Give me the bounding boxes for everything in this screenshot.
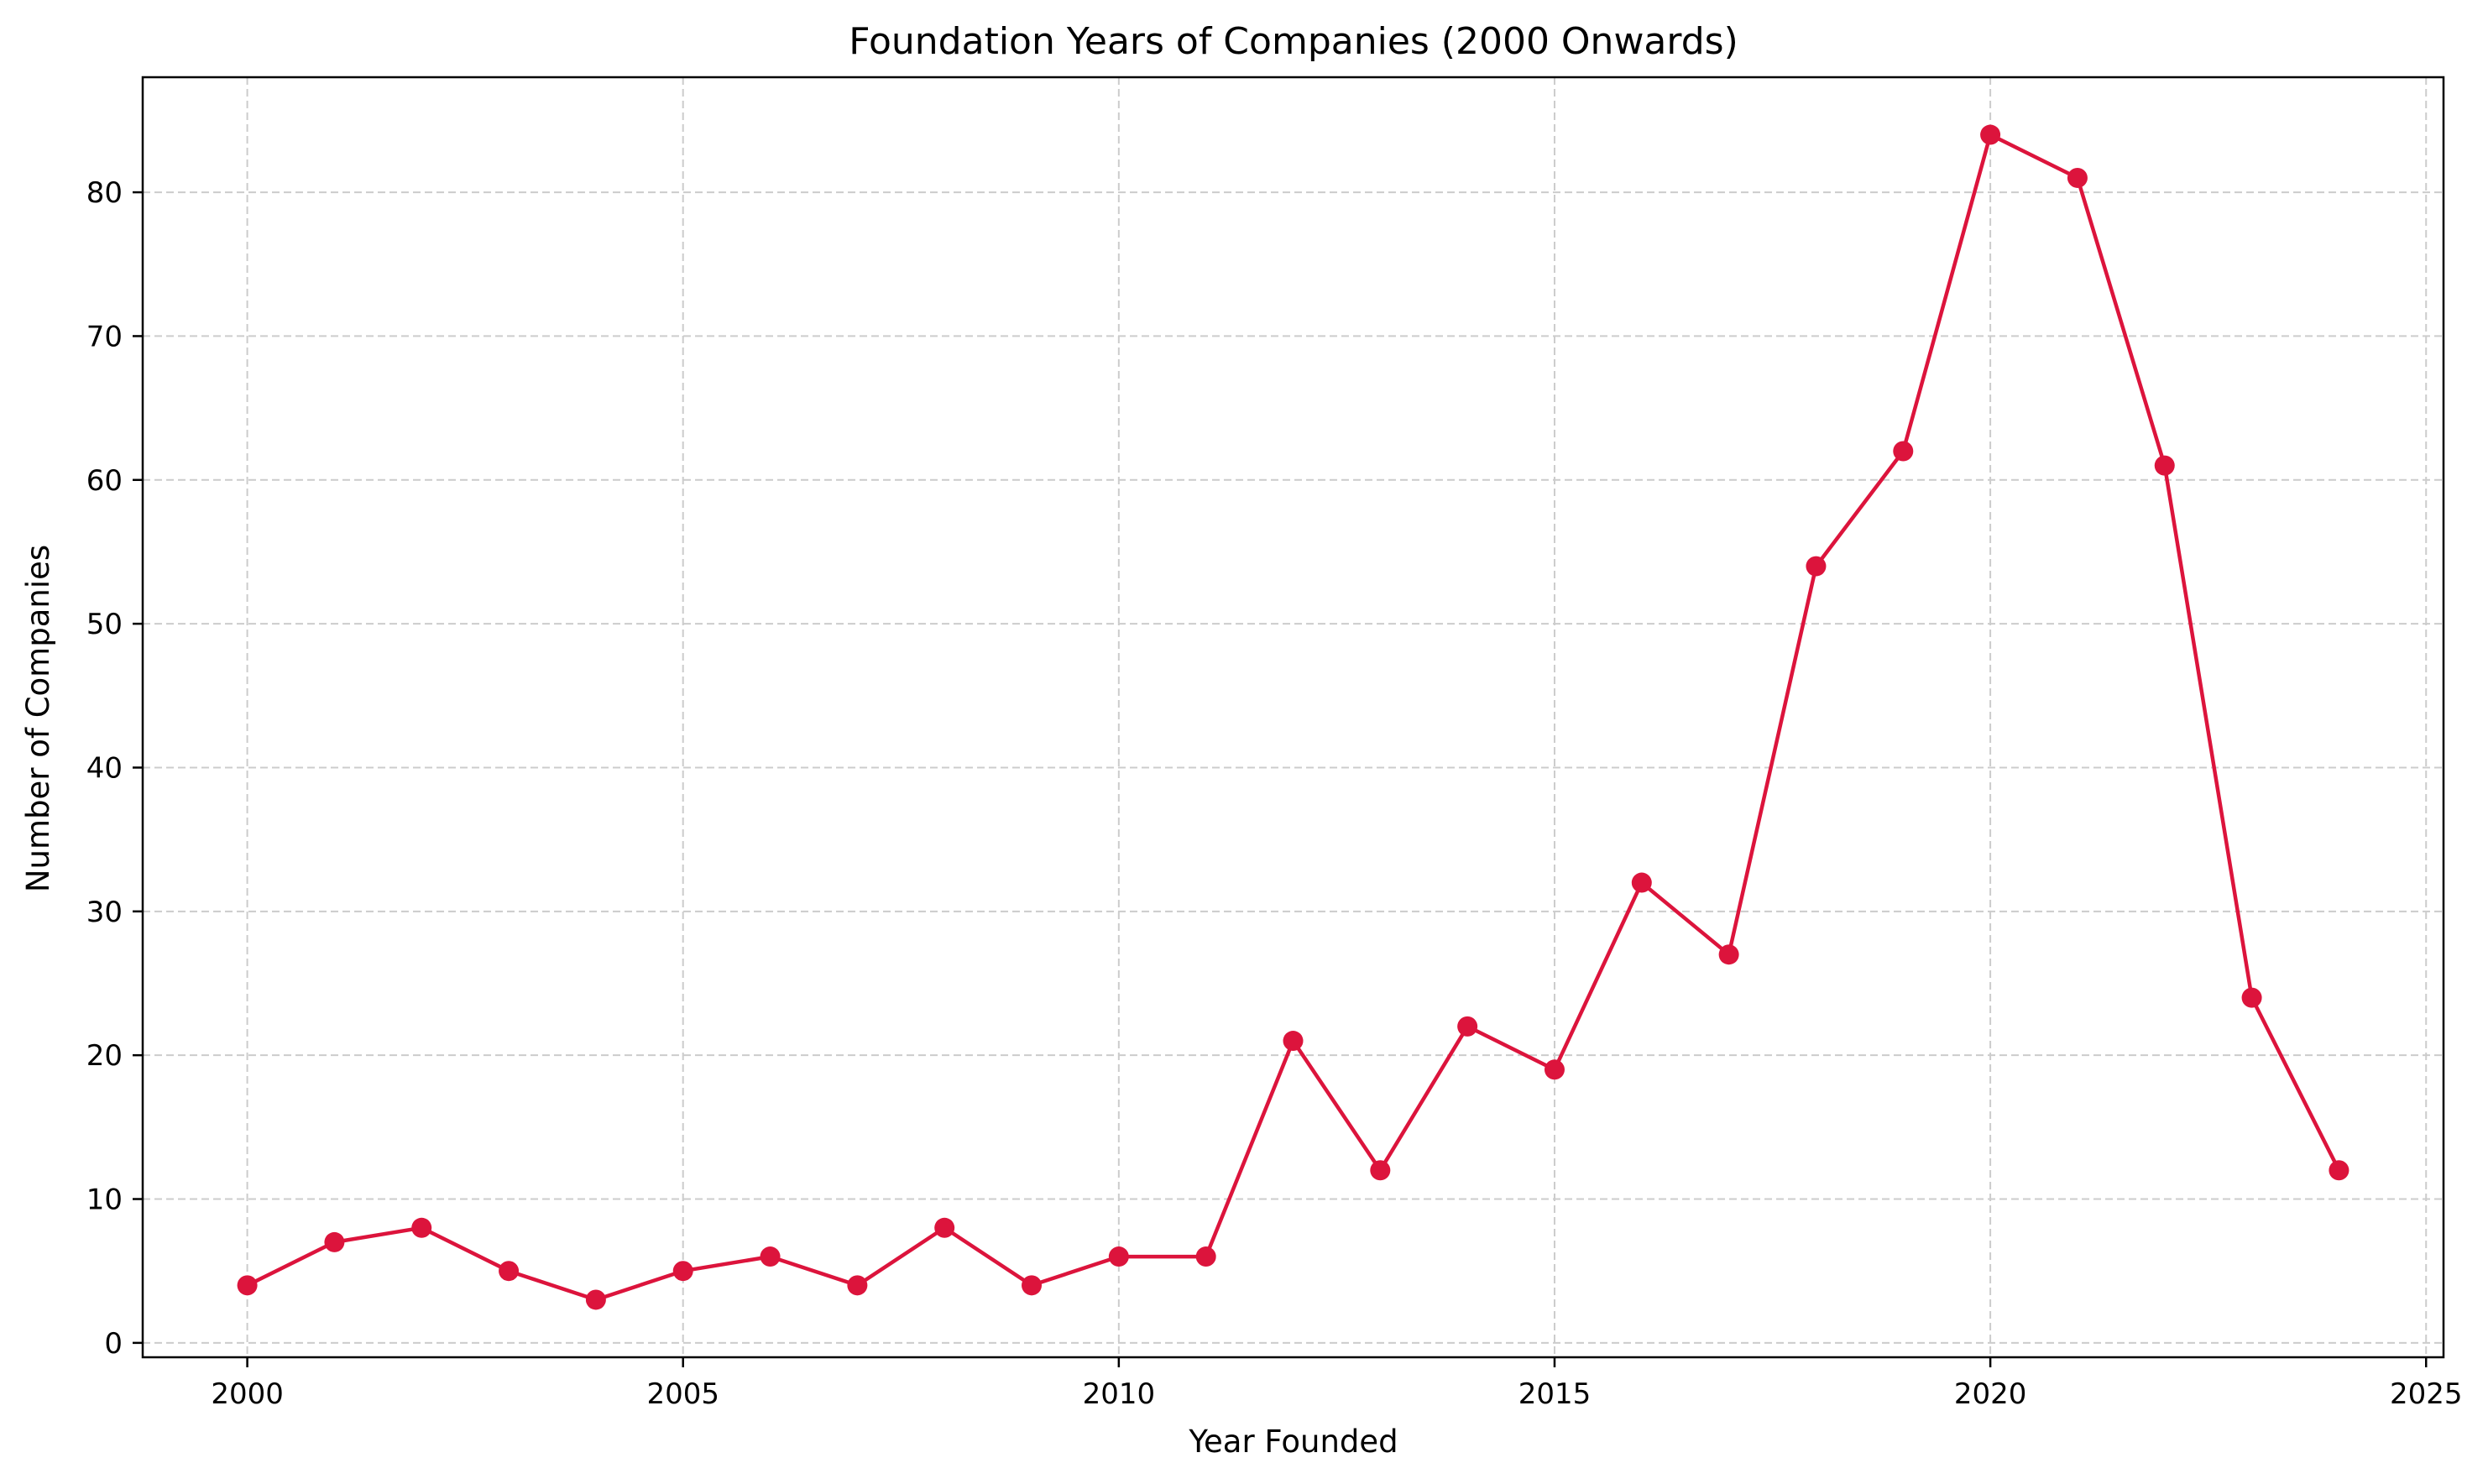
data-point [1980, 124, 2001, 145]
data-point [934, 1217, 955, 1238]
data-point [1631, 872, 1652, 893]
data-point [2067, 167, 2088, 188]
data-point [672, 1261, 693, 1282]
x-tick-label: 2000 [211, 1377, 284, 1411]
x-tick-label: 2015 [1518, 1377, 1592, 1411]
y-axis-label: Number of Companies [20, 545, 56, 892]
data-point [1283, 1031, 1304, 1052]
chart-title: Foundation Years of Companies (2000 Onwa… [849, 20, 1738, 63]
x-tick-label: 2005 [646, 1377, 719, 1411]
data-point [1195, 1246, 1216, 1267]
data-point [585, 1289, 606, 1310]
data-point [1806, 556, 1827, 577]
y-tick-label: 50 [86, 608, 123, 641]
y-tick-label: 40 [86, 751, 123, 785]
data-point [1108, 1246, 1129, 1267]
x-tick-label: 2010 [1083, 1377, 1156, 1411]
y-tick-label: 80 [86, 176, 123, 210]
data-point [1022, 1275, 1043, 1296]
data-point [1544, 1059, 1565, 1080]
x-axis: 2000 2005 2010 2015 2020 2025 [211, 1357, 2463, 1411]
series-group [237, 124, 2349, 1310]
grid [143, 77, 2444, 1357]
y-tick-label: 60 [86, 464, 123, 498]
x-axis-label: Year Founded [1188, 1424, 1398, 1460]
data-point [1370, 1160, 1391, 1181]
data-point [411, 1217, 432, 1238]
data-point [237, 1275, 258, 1296]
plot-area-frame [141, 76, 2445, 1359]
data-point [1457, 1016, 1478, 1037]
data-point [760, 1246, 781, 1267]
y-tick-label: 10 [86, 1184, 123, 1217]
y-tick-label: 70 [86, 320, 123, 353]
y-tick-label: 30 [86, 896, 123, 929]
data-point [1893, 441, 1914, 462]
y-tick-label: 20 [86, 1039, 123, 1073]
data-point [847, 1275, 868, 1296]
data-point [2241, 987, 2262, 1008]
x-tick-label: 2020 [1954, 1377, 2027, 1411]
data-point [1718, 944, 1739, 965]
y-tick-label: 0 [104, 1327, 123, 1361]
data-point [324, 1231, 345, 1252]
y-axis: 0 10 20 30 40 50 60 70 80 [86, 176, 143, 1361]
data-point [2154, 455, 2175, 476]
x-tick-label: 2025 [2390, 1377, 2463, 1411]
data-point [499, 1261, 520, 1282]
data-point [2329, 1160, 2349, 1181]
